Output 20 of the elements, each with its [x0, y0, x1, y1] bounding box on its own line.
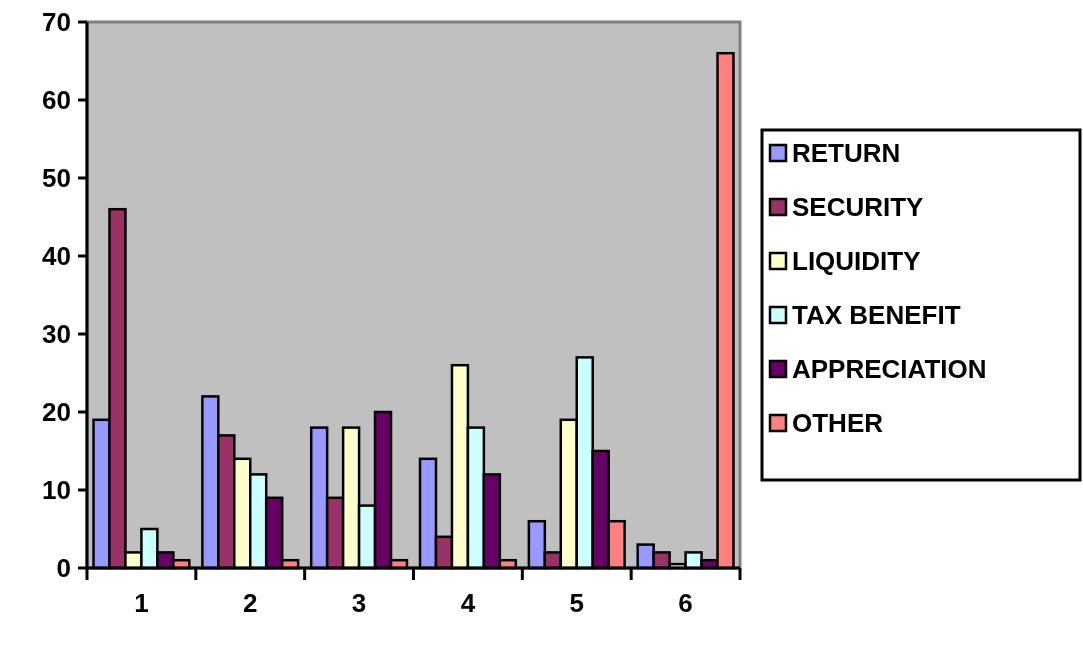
y-tick-label: 50: [42, 163, 71, 194]
legend-label: RETURN: [792, 138, 901, 169]
legend-label: TAX BENEFIT: [792, 300, 961, 331]
legend-label: OTHER: [792, 408, 884, 439]
legend-label: SECURITY: [792, 192, 924, 223]
legend-label: APPRECIATION: [792, 354, 987, 385]
legend-label: LIQUIDITY: [792, 246, 921, 277]
x-tick-label: 4: [460, 588, 476, 618]
y-tick-label: 40: [42, 241, 71, 272]
y-tick-label: 10: [42, 475, 71, 506]
y-tick-label: 70: [42, 7, 71, 38]
y-tick-label: 0: [56, 553, 71, 584]
x-tick-label: 1: [134, 588, 149, 618]
y-tick-label: 60: [42, 85, 71, 116]
y-tick-label: 30: [42, 319, 71, 350]
x-tick-label: 6: [678, 588, 693, 618]
x-tick-label: 2: [243, 588, 258, 618]
x-tick-label: 5: [569, 588, 584, 618]
x-tick-label: 3: [351, 588, 367, 618]
y-tick-label: 20: [42, 397, 71, 428]
